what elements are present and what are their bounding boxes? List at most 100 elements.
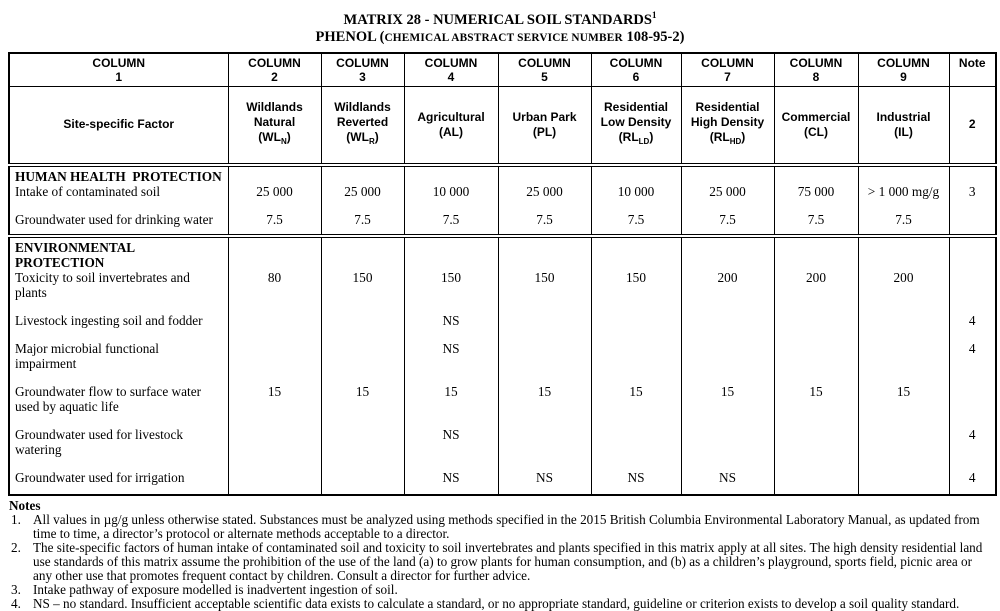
land-use-header-3: Agricultural (AL) (403, 86, 499, 167)
factor-row: Groundwater used for drinking water 7.5 7.… (8, 198, 997, 238)
column-header-note: Note (948, 52, 997, 87)
column-header-9: COLUMN 9 (857, 52, 950, 87)
column-header-6: COLUMN 6 (590, 52, 682, 87)
title-footnote-superscript: 1 (651, 10, 657, 20)
value-cell: 25 000 (497, 183, 592, 199)
page-title: MATRIX 28 - NUMERICAL SOIL STANDARDS1 (8, 7, 992, 29)
value-cell: 7.5 (590, 198, 682, 238)
value-cell (320, 327, 405, 371)
value-cell: > 1 000 mg/g (857, 183, 950, 199)
value-cell (773, 235, 859, 270)
value-cell: 200 (680, 269, 775, 300)
land-use-header-4: Urban Park (PL) (497, 86, 592, 167)
value-cell: 15 (680, 370, 775, 414)
value-cell: 150 (403, 269, 499, 300)
standards-table: COLUMN 1 COLUMN 2 COLUMN 3 COLUMN 4 COLUMN 5 COLUM… (8, 51, 997, 496)
value-cell: 15 (403, 370, 499, 414)
value-cell (773, 164, 859, 184)
note-cell: 4 (948, 456, 997, 495)
note-number: 3. (11, 581, 21, 597)
value-cell: NS (403, 299, 499, 328)
value-cell (227, 413, 322, 457)
value-cell: 75 000 (773, 183, 859, 199)
note-cell: 4 (948, 413, 997, 457)
value-cell (590, 413, 682, 457)
value-cell: 7.5 (857, 198, 950, 238)
value-cell (497, 327, 592, 371)
factor-label: Intake of contaminated soil (8, 183, 229, 199)
section-row: ENVIRONMENTAL PROTECTION (8, 235, 997, 270)
factor-label: Groundwater used for drinking water (8, 198, 229, 238)
factor-row: Groundwater used for livestock watering N… (8, 413, 997, 457)
value-cell (227, 299, 322, 328)
value-cell (857, 456, 950, 495)
value-cell: 25 000 (227, 183, 322, 199)
value-cell: 15 (857, 370, 950, 414)
factor-label: Toxicity to soil invertebrates and plant… (8, 269, 229, 300)
value-cell (773, 456, 859, 495)
factor-label: Groundwater used for irrigation (8, 456, 229, 495)
column-header-4: COLUMN 4 (403, 52, 499, 87)
value-cell: NS (403, 327, 499, 371)
page-title-text: MATRIX 28 - NUMERICAL SOIL STANDARDS (343, 11, 652, 28)
value-cell (227, 164, 322, 184)
value-cell: 25 000 (680, 183, 775, 199)
value-cell (857, 327, 950, 371)
value-cell (227, 235, 322, 270)
notes-list: 1. All values in µg/g unless otherwise st… (8, 511, 992, 611)
value-cell (320, 456, 405, 495)
subtitle-cas-number: 108-95-2) (622, 28, 685, 45)
value-cell (680, 235, 775, 270)
note-item: 4. NS – no standard. Insufficient accepta… (8, 595, 992, 611)
value-cell (320, 299, 405, 328)
value-cell (773, 327, 859, 371)
value-cell: 10 000 (590, 183, 682, 199)
land-use-header-8: Industrial (IL) (857, 86, 950, 167)
value-cell: 150 (497, 269, 592, 300)
value-cell (857, 235, 950, 270)
value-cell (680, 327, 775, 371)
note-item: 1. All values in µg/g unless otherwise st… (8, 511, 992, 541)
note-number: 1. (11, 511, 21, 527)
note-cell (948, 370, 997, 414)
value-cell (320, 235, 405, 270)
note-text: The site-specific factors of human intak… (33, 539, 983, 583)
note-cell: 3 (948, 183, 997, 199)
factor-label: Major microbial functional impairment (8, 327, 229, 371)
value-cell (320, 413, 405, 457)
value-cell (773, 413, 859, 457)
land-use-header-2: Wildlands Reverted (WLR) (320, 86, 405, 167)
value-cell: 150 (590, 269, 682, 300)
note-cell: 4 (948, 299, 997, 328)
factor-row: Groundwater flow to surface water used b… (8, 370, 997, 414)
value-cell (497, 413, 592, 457)
value-cell: 7.5 (773, 198, 859, 238)
note-cell: 4 (948, 327, 997, 371)
land-use-header-row: Site-specific Factor Wildlands Natural (WLN… (8, 86, 997, 167)
value-cell (680, 164, 775, 184)
page-subtitle: PHENOL (CHEMICAL ABSTRACT SERVICE NUMBER… (8, 29, 992, 47)
value-cell: 15 (497, 370, 592, 414)
value-cell: 25 000 (320, 183, 405, 199)
value-cell: 150 (320, 269, 405, 300)
value-cell: NS (403, 456, 499, 495)
note-item: 2. The site-specific factors of human int… (8, 539, 992, 583)
column-header-2: COLUMN 2 (227, 52, 322, 87)
value-cell: 7.5 (680, 198, 775, 238)
value-cell (857, 413, 950, 457)
value-cell: 15 (590, 370, 682, 414)
column-header-7: COLUMN 7 (680, 52, 775, 87)
factor-label: Groundwater used for livestock watering (8, 413, 229, 457)
column-header-5: COLUMN 5 (497, 52, 592, 87)
value-cell: 80 (227, 269, 322, 300)
value-cell (590, 299, 682, 328)
section-label: ENVIRONMENTAL PROTECTION (8, 235, 229, 270)
notes-heading: Notes (9, 497, 41, 513)
factor-label: Livestock ingesting soil and fodder (8, 299, 229, 328)
note-number: 4. (11, 595, 21, 611)
value-cell: 7.5 (227, 198, 322, 238)
value-cell (227, 327, 322, 371)
value-cell: 200 (773, 269, 859, 300)
factor-row: Toxicity to soil invertebrates and plant… (8, 269, 997, 300)
